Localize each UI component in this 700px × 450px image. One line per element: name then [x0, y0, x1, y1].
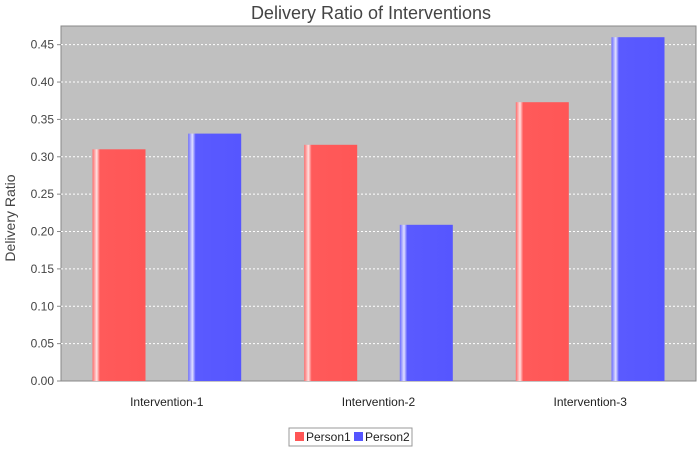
bar-person2-intervention-1 [188, 133, 242, 381]
y-tick-label: 0.20 [31, 225, 55, 239]
y-axis-ticks: 0.00 0.05 0.10 0.15 0.20 0.25 0.30 0.35 0.40 0.45 [31, 38, 61, 388]
legend: Person1 Person2 [288, 427, 413, 447]
bars [92, 37, 665, 381]
y-tick-label: 0.05 [31, 337, 55, 351]
x-tick-label: Intervention-3 [554, 395, 628, 409]
x-tick-label: Intervention-1 [130, 395, 204, 409]
bar-person1-intervention-2 [304, 144, 358, 381]
x-axis-ticks: Intervention-1 Intervention-2 Intervention… [130, 395, 627, 409]
bar-person2-intervention-2 [399, 224, 453, 381]
bar-person2-intervention-3 [611, 37, 665, 381]
y-tick-label: 0.25 [31, 187, 55, 201]
y-tick-label: 0.10 [31, 299, 55, 313]
chart-title: Delivery Ratio of Interventions [251, 3, 491, 23]
legend-label-person2: Person2 [365, 430, 410, 444]
legend-box [288, 427, 413, 447]
y-tick-label: 0.35 [31, 112, 55, 126]
y-tick-label: 0.45 [31, 38, 55, 52]
plot-area [60, 25, 697, 382]
y-tick-label: 0.00 [31, 374, 55, 388]
y-tick-label: 0.40 [31, 75, 55, 89]
legend-label-person1: Person1 [306, 430, 351, 444]
bar-person1-intervention-3 [515, 102, 569, 381]
y-tick-label: 0.15 [31, 262, 55, 276]
y-tick-label: 0.30 [31, 150, 55, 164]
gridlines [61, 44, 696, 345]
bar-person1-intervention-1 [92, 149, 146, 381]
x-tick-label: Intervention-2 [342, 395, 416, 409]
y-axis-label: Delivery Ratio [2, 174, 18, 261]
legend-swatch-person1 [295, 432, 304, 441]
legend-swatch-person2 [354, 432, 363, 441]
